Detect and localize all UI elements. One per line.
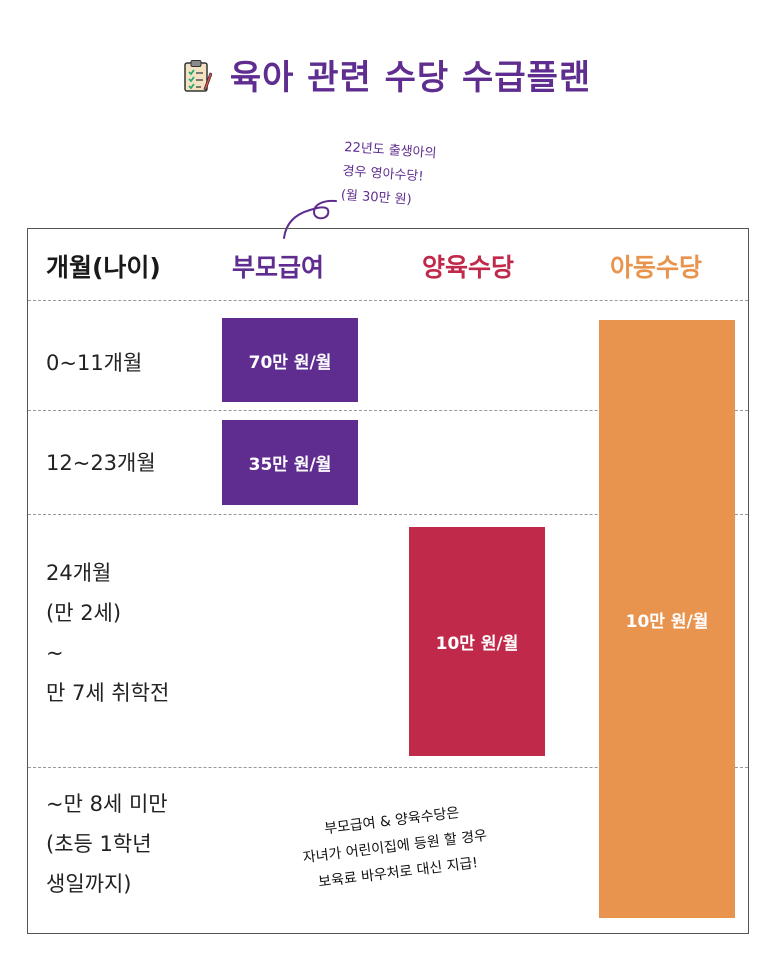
header-age: 개월(나이) (46, 253, 161, 282)
row-label-0-11: 0~11개월 (46, 343, 142, 383)
header-home-care-allowance: 양육수당 (422, 253, 515, 282)
row-label-line: 만 7세 취학전 (46, 681, 170, 705)
note-infant-allowance: 22년도 출생아의 경우 영아수당! (월 30만 원) (340, 136, 495, 218)
row-divider (28, 410, 748, 411)
bar-parent-0-11: 70만 원/월 (222, 318, 358, 402)
row-label-line: (초등 1학년 (46, 832, 152, 856)
header-child-allowance: 아동수당 (610, 253, 703, 282)
row-label-under-8: ~만 8세 미만 (초등 1학년 생일까지) (46, 784, 168, 904)
row-divider (28, 300, 748, 301)
bar-home-care: 10만 원/월 (409, 527, 545, 756)
row-divider (28, 767, 748, 768)
row-label-line: ~ (46, 641, 64, 665)
row-divider (28, 514, 748, 515)
row-label-24-preschool: 24개월 (만 2세) ~ 만 7세 취학전 (46, 553, 169, 713)
row-label-line: ~만 8세 미만 (46, 792, 168, 816)
row-label-line: 0~11개월 (46, 351, 143, 375)
row-label-12-23: 12~23개월 (46, 443, 156, 483)
row-label-line: 24개월 (46, 561, 112, 585)
row-label-line: 생일까지) (46, 872, 132, 896)
row-label-line: (만 2세) (46, 601, 122, 625)
page-title-text: 육아 관련 수당 수급플랜 (229, 58, 592, 98)
table-frame (27, 228, 749, 934)
bar-child-allowance: 10만 원/월 (599, 320, 735, 918)
clipboard-checklist-icon (182, 59, 213, 102)
header-parent-benefit: 부모급여 (232, 253, 325, 282)
bar-parent-12-23: 35만 원/월 (222, 420, 358, 505)
row-label-line: 12~23개월 (46, 451, 156, 475)
page-title: 육아 관련 수당 수급플랜 (0, 50, 773, 102)
squiggle-pointer-icon (283, 199, 337, 239)
